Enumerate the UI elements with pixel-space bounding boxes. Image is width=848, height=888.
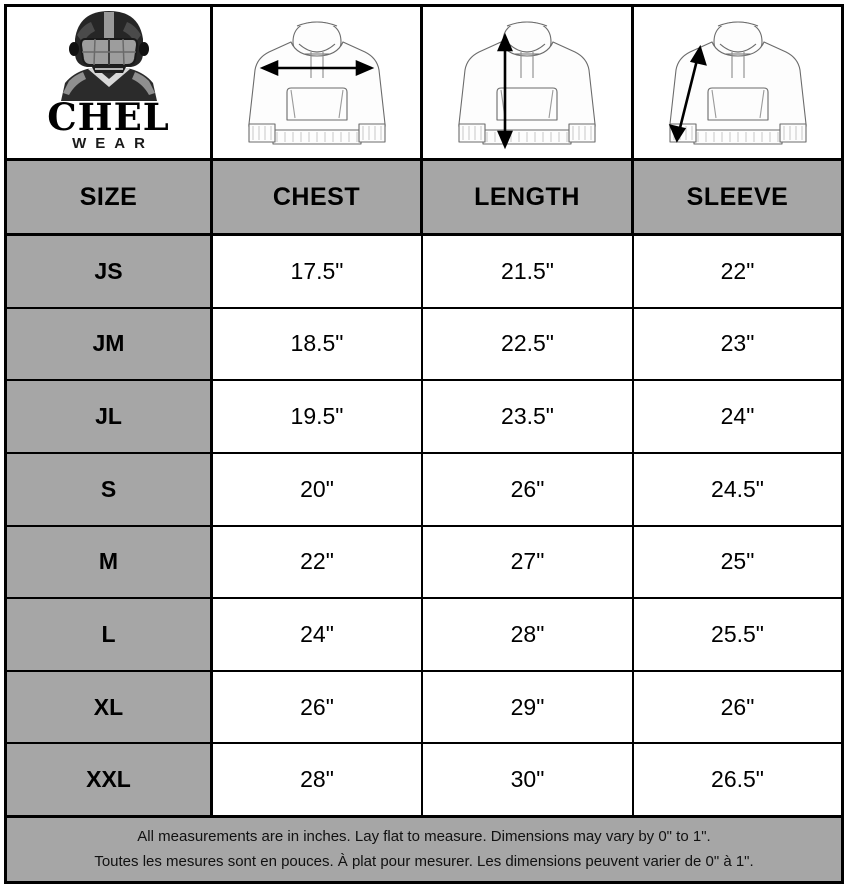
cell-length: 30" (423, 744, 634, 815)
brand-wordmark: CHEL WEAR (47, 95, 170, 153)
column-header-length: LENGTH (423, 161, 634, 233)
cell-chest: 18.5" (213, 308, 423, 380)
brand-name-top: CHEL (47, 95, 170, 139)
cell-length: 21.5" (423, 236, 634, 307)
table-body: JS 17.5" 21.5" 22" JM 18.5" 22.5" 23" JL… (7, 236, 841, 815)
footer-note-fr: Toutes les mesures sont en pouces. À pla… (94, 852, 754, 870)
illustration-row: CHEL WEAR (7, 7, 841, 161)
cell-sleeve: 22" (634, 236, 841, 307)
cell-size: XL (7, 671, 213, 743)
cell-size: XXL (7, 744, 213, 815)
cell-size: JS (7, 236, 213, 307)
column-header-chest: CHEST (213, 161, 423, 233)
cell-sleeve: 24" (634, 381, 841, 452)
cell-sleeve: 23" (634, 308, 841, 380)
cell-sleeve: 25" (634, 526, 841, 598)
cell-sleeve: 25.5" (634, 599, 841, 670)
cell-size: JM (7, 308, 213, 380)
cell-sleeve: 26.5" (634, 744, 841, 815)
cell-length: 28" (423, 599, 634, 670)
table-row: JM 18.5" 22.5" 23" (7, 308, 841, 382)
table-row: JL 19.5" 23.5" 24" (7, 381, 841, 454)
cell-chest: 24" (213, 599, 423, 670)
table-row: L 24" 28" 25.5" (7, 599, 841, 672)
cell-length: 27" (423, 526, 634, 598)
table-row: S 20" 26" 24.5" (7, 453, 841, 527)
footer-note: All measurements are in inches. Lay flat… (7, 815, 841, 881)
cell-chest: 17.5" (213, 236, 423, 307)
cell-sleeve: 26" (634, 671, 841, 743)
table-row: XL 26" 29" 26" (7, 671, 841, 745)
cell-size: M (7, 526, 213, 598)
cell-sleeve: 24.5" (634, 453, 841, 525)
cell-length: 23.5" (423, 381, 634, 452)
table-row: JS 17.5" 21.5" 22" (7, 236, 841, 309)
cell-size: JL (7, 381, 213, 452)
hoodie-chest-measure-icon (233, 12, 401, 154)
column-header-size: SIZE (7, 161, 213, 233)
size-chart-table: CHEL WEAR (4, 4, 844, 884)
cell-length: 26" (423, 453, 634, 525)
brand-logo: CHEL WEAR (7, 7, 210, 158)
hockey-goalie-mask-icon (55, 9, 163, 106)
footer-note-en: All measurements are in inches. Lay flat… (137, 827, 711, 845)
cell-chest: 26" (213, 671, 423, 743)
cell-chest: 19.5" (213, 381, 423, 452)
brand-logo-cell: CHEL WEAR (7, 7, 213, 158)
cell-length: 29" (423, 671, 634, 743)
table-row: XXL 28" 30" 26.5" (7, 744, 841, 815)
table-header-row: SIZE CHEST LENGTH SLEEVE (7, 161, 841, 236)
chest-diagram-cell (213, 7, 423, 158)
sleeve-diagram-cell (634, 7, 841, 158)
length-diagram-cell (423, 7, 634, 158)
table-row: M 22" 27" 25" (7, 526, 841, 600)
hoodie-sleeve-measure-icon (654, 12, 822, 154)
cell-chest: 28" (213, 744, 423, 815)
cell-chest: 22" (213, 526, 423, 598)
cell-size: L (7, 599, 213, 670)
brand-name-bottom: WEAR (72, 135, 154, 153)
hoodie-length-measure-icon (443, 12, 611, 154)
cell-chest: 20" (213, 453, 423, 525)
column-header-sleeve: SLEEVE (634, 161, 841, 233)
cell-length: 22.5" (423, 308, 634, 380)
cell-size: S (7, 453, 213, 525)
